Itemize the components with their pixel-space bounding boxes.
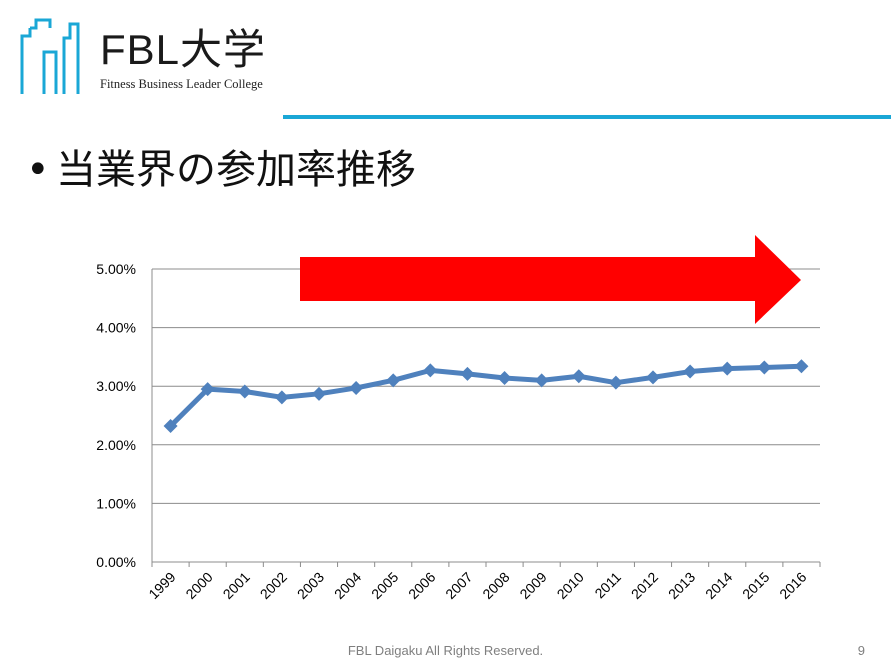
x-tick-label: 2006 xyxy=(405,569,438,602)
y-tick-label: 0.00% xyxy=(96,554,136,570)
y-tick-label: 4.00% xyxy=(96,320,136,336)
x-tick-label: 2007 xyxy=(442,569,475,602)
header-rule xyxy=(283,115,891,119)
data-point xyxy=(386,373,401,388)
data-point xyxy=(757,360,772,375)
series-line xyxy=(168,363,802,428)
page-number: 9 xyxy=(857,643,865,658)
brand-subtitle: Fitness Business Leader College xyxy=(100,77,263,91)
x-tick-label: 2009 xyxy=(516,569,549,602)
x-tick-label: 2000 xyxy=(182,569,215,602)
data-point xyxy=(534,373,549,388)
building-logo-icon xyxy=(20,18,80,94)
x-tick-label: 2015 xyxy=(739,569,772,602)
copyright-footer: FBL Daigaku All Rights Reserved. xyxy=(347,643,544,658)
right-arrow-icon xyxy=(300,235,801,324)
logo: FBL大学 Fitness Business Leader College xyxy=(16,14,286,99)
data-point xyxy=(312,386,326,401)
data-point xyxy=(608,375,623,390)
x-tick-label: 2001 xyxy=(220,569,253,602)
data-point xyxy=(460,366,475,381)
x-tick-label: 2010 xyxy=(554,569,587,602)
slide-title: • 当業界の参加率推移 xyxy=(26,146,416,194)
y-tick-label: 1.00% xyxy=(96,495,136,511)
data-point xyxy=(163,419,178,434)
bullet-icon: • xyxy=(26,147,50,193)
brand-name: FBL大学 xyxy=(100,26,267,73)
x-tick-label: 1999 xyxy=(145,569,178,602)
data-point xyxy=(794,359,809,374)
x-tick-label: 2008 xyxy=(479,569,512,602)
line-chart: 0.00%1.00%2.00%3.00%4.00%5.00% 1999 2000 2… xyxy=(96,235,821,602)
data-point xyxy=(683,364,698,379)
y-tick-label: 2.00% xyxy=(96,437,136,453)
data-point xyxy=(200,382,215,397)
data-point xyxy=(349,380,364,395)
x-tick-label: 2002 xyxy=(257,569,290,602)
x-tick-label: 2014 xyxy=(702,569,735,602)
y-tick-label: 3.00% xyxy=(96,378,136,394)
slide-title-text: 当業界の参加率推移 xyxy=(56,147,416,193)
x-tick-label: 2003 xyxy=(294,569,327,602)
data-point xyxy=(720,361,735,376)
y-tick-label: 5.00% xyxy=(96,261,136,277)
x-tick-label: 2005 xyxy=(368,569,401,602)
x-tick-label: 2012 xyxy=(628,569,661,602)
x-tick-label: 2013 xyxy=(665,569,698,602)
data-point xyxy=(237,384,252,399)
data-point xyxy=(423,363,438,378)
x-tick-label: 2011 xyxy=(591,569,624,602)
x-tick-label: 2016 xyxy=(776,569,809,602)
x-tick-label: 2004 xyxy=(331,569,364,602)
data-point xyxy=(646,370,660,385)
data-point xyxy=(274,390,289,405)
data-point xyxy=(571,369,586,384)
data-point xyxy=(497,370,512,385)
